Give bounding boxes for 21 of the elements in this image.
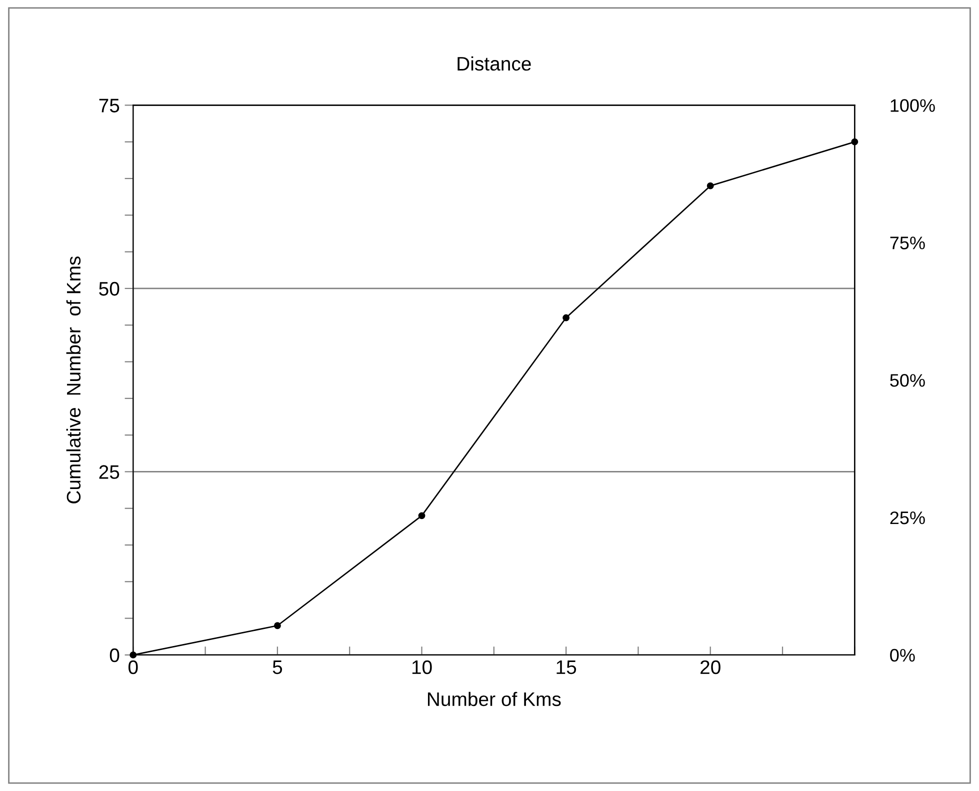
y2-tick-label: 75%: [890, 236, 925, 250]
y2-tick-label: 25%: [890, 511, 925, 524]
x-tick-label: 15: [556, 660, 576, 674]
y-axis-title: Cumulative Number of Kms: [66, 256, 81, 504]
x-tick-label: 5: [272, 660, 282, 674]
x-tick-label: 0: [128, 660, 138, 674]
y-tick-label: 50: [99, 282, 120, 296]
point: [274, 622, 281, 630]
point: [418, 512, 426, 520]
y2-tick-label: 0%: [890, 648, 915, 662]
x-tick-label: 20: [700, 660, 720, 674]
y2-tick-label: 50%: [890, 374, 925, 387]
y-tick-label: 75: [99, 98, 120, 112]
x-tick-label: 10: [412, 660, 432, 674]
x-axis-title: Number of Kms: [428, 692, 561, 706]
point: [706, 182, 714, 190]
point: [562, 314, 570, 322]
chart-title: Distance: [458, 56, 531, 71]
y-tick-label: 25: [99, 465, 120, 479]
y-tick-label: 0: [110, 648, 120, 662]
y2-tick-label: 100%: [890, 99, 935, 112]
